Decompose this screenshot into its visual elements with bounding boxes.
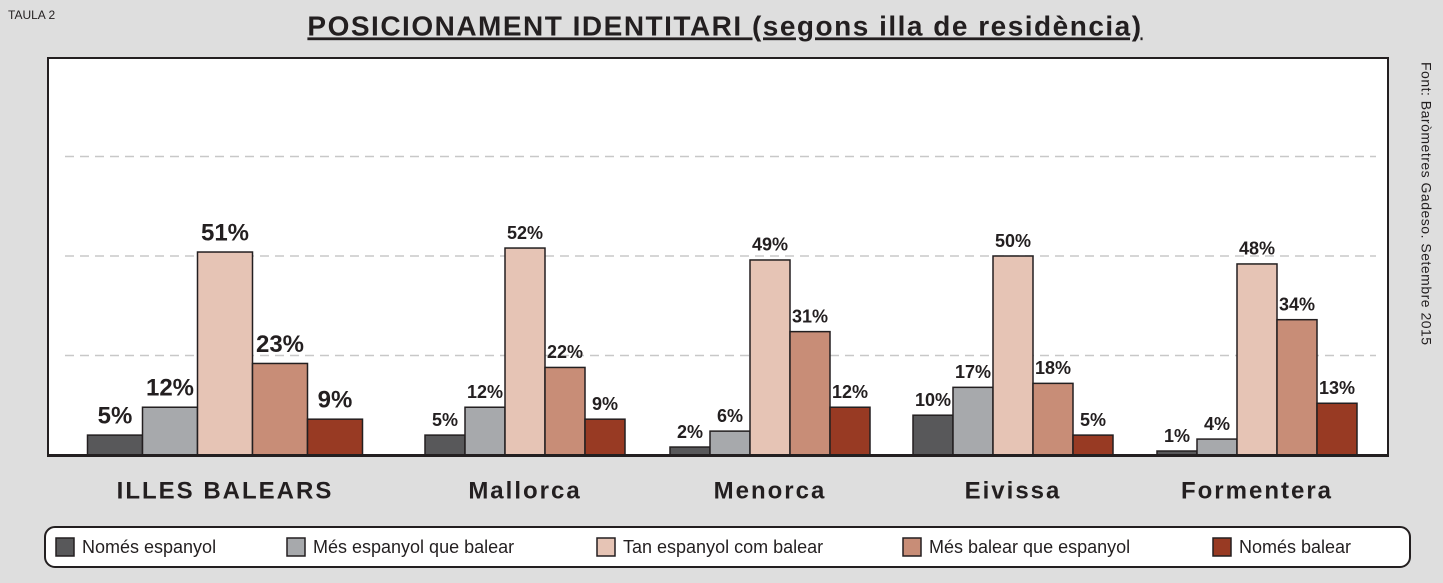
bar — [1316, 402, 1358, 456]
data-label: 9% — [592, 394, 618, 414]
data-label: 50% — [995, 231, 1031, 251]
x-tick-label: Formentera — [1181, 477, 1333, 504]
data-label: 17% — [955, 362, 991, 382]
legend-label: Només espanyol — [82, 537, 216, 557]
chart-title: POSICIONAMENT IDENTITARI (segons illa de… — [307, 10, 1142, 41]
x-tick-label: ILLES BALEARS — [117, 477, 334, 504]
data-label: 23% — [256, 331, 304, 358]
data-label: 13% — [1319, 378, 1355, 398]
data-label: 5% — [432, 410, 458, 430]
bar — [584, 418, 626, 456]
bar — [992, 255, 1034, 456]
bar — [306, 418, 364, 456]
data-label: 52% — [507, 223, 543, 243]
bar — [141, 406, 199, 456]
legend-label: Més espanyol que balear — [313, 537, 514, 557]
legend-label: Tan espanyol com balear — [623, 537, 823, 557]
legend-swatch — [55, 537, 75, 557]
data-label: 51% — [201, 219, 249, 246]
bar — [1196, 438, 1238, 456]
bar — [1236, 263, 1278, 456]
data-label: 49% — [752, 235, 788, 255]
data-label: 9% — [318, 387, 353, 414]
x-tick-label: Menorca — [714, 477, 827, 504]
bar — [1032, 382, 1074, 456]
bar — [709, 430, 751, 456]
bar — [829, 406, 871, 456]
bar — [749, 259, 791, 456]
bar — [952, 386, 994, 456]
data-label: 18% — [1035, 358, 1071, 378]
data-label: 10% — [915, 390, 951, 410]
data-label: 4% — [1204, 414, 1230, 434]
bar — [912, 414, 954, 456]
legend-swatch — [596, 537, 616, 557]
data-label: 6% — [717, 406, 743, 426]
table-label: TAULA 2 — [8, 8, 55, 22]
bar — [424, 434, 466, 456]
legend-swatch — [902, 537, 922, 557]
data-label: 1% — [1164, 426, 1190, 446]
bar — [196, 251, 254, 456]
bar — [1276, 318, 1318, 456]
data-label: 34% — [1279, 294, 1315, 314]
legend-swatch — [1212, 537, 1232, 557]
data-label: 22% — [547, 342, 583, 362]
data-label: 2% — [677, 422, 703, 442]
bar — [464, 406, 506, 456]
data-label: 5% — [1080, 410, 1106, 430]
data-label: 12% — [146, 375, 194, 402]
x-tick-label: Eivissa — [965, 477, 1062, 504]
data-label: 12% — [467, 382, 503, 402]
bar — [669, 446, 711, 456]
data-label: 5% — [98, 402, 133, 429]
bar — [789, 330, 831, 456]
bar — [544, 366, 586, 456]
legend-label: Només balear — [1239, 537, 1351, 557]
source: Font: Baròmetres Gadeso. Setembre 2015 — [1418, 62, 1434, 346]
bar — [86, 434, 144, 456]
bar — [504, 247, 546, 456]
legend-box — [44, 526, 1411, 568]
bar — [1072, 434, 1114, 456]
data-label: 31% — [792, 306, 828, 326]
data-label: 12% — [832, 382, 868, 402]
data-label: 48% — [1239, 239, 1275, 259]
x-tick-label: Mallorca — [468, 477, 581, 504]
bar — [251, 362, 309, 456]
legend-label: Més balear que espanyol — [929, 537, 1130, 557]
legend-swatch — [286, 537, 306, 557]
